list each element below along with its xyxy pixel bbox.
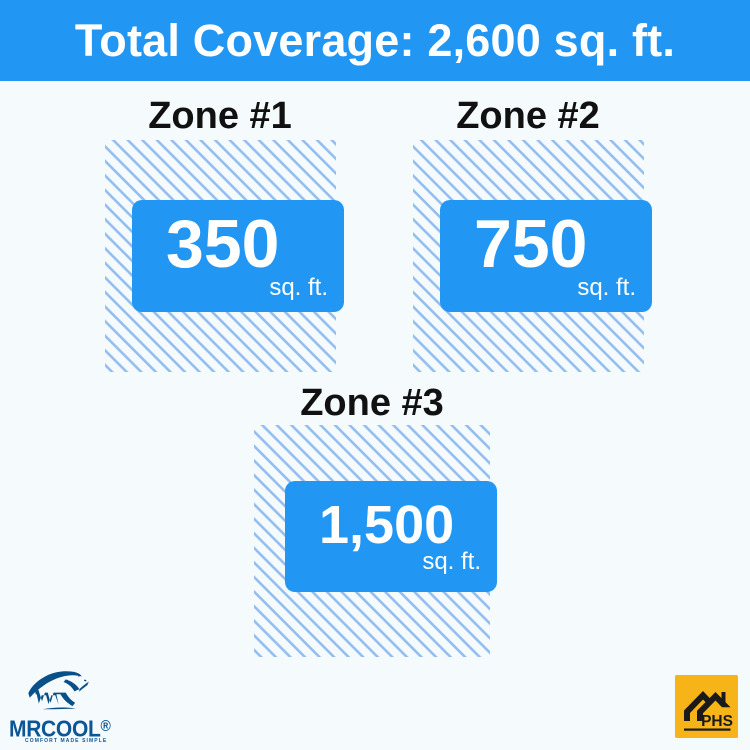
svg-text:PHS: PHS: [701, 713, 733, 730]
